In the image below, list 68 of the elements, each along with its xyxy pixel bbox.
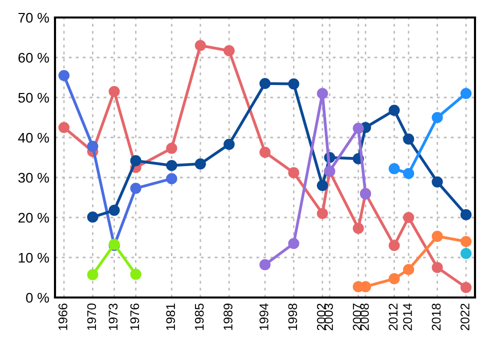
point [130, 268, 142, 280]
x-tick-label: 1981 [166, 304, 176, 330]
point [432, 176, 443, 188]
point [316, 180, 328, 192]
point [288, 238, 300, 250]
x-tick-label: 2014 [403, 303, 412, 330]
x-tick-label: 1989 [224, 304, 232, 330]
point [460, 282, 472, 294]
point [288, 167, 300, 178]
point [460, 88, 472, 100]
point [166, 160, 178, 172]
point [352, 222, 364, 234]
point [130, 155, 142, 166]
point [259, 146, 271, 158]
point [58, 70, 70, 82]
point [224, 45, 235, 56]
point [432, 230, 443, 242]
point [87, 269, 98, 280]
y-tick-label: 20 % [18, 212, 49, 223]
y-tick-label: 50 % [18, 92, 49, 103]
point [58, 122, 70, 134]
point [403, 168, 414, 180]
x-tick-label: 1973 [108, 304, 118, 330]
x-tick-label: 1970 [87, 304, 96, 330]
y-tick-label: 0 % [26, 292, 49, 303]
point [432, 262, 443, 274]
point [403, 264, 414, 276]
x-tick-label: 2007 [352, 304, 362, 330]
point [87, 212, 98, 223]
point [194, 158, 206, 170]
point [108, 204, 120, 216]
x-tick-label: 1976 [130, 304, 140, 330]
point [316, 88, 328, 100]
point [388, 104, 400, 116]
x-tick-label: 2012 [388, 304, 398, 330]
point [108, 86, 120, 98]
point [194, 40, 206, 52]
x-tick-label: 1966 [58, 304, 68, 330]
point [388, 273, 400, 284]
point [259, 259, 271, 270]
point [259, 78, 271, 90]
point [432, 112, 443, 124]
point [403, 212, 414, 224]
point [403, 134, 414, 145]
x-tick-label: 1985 [194, 304, 204, 330]
x-tick-label: 2008 [360, 304, 369, 330]
y-tick-label: 30 % [18, 172, 49, 183]
y-tick-label: 10 % [18, 252, 49, 263]
point [388, 240, 400, 252]
point [224, 138, 235, 150]
point [316, 208, 328, 220]
x-tick-label: 2022 [460, 304, 470, 330]
point [166, 142, 178, 154]
y-tick-label: 70 % [18, 12, 49, 23]
point [352, 122, 364, 134]
point [87, 140, 98, 152]
x-tick-label: 2018 [432, 304, 441, 330]
x-tick-label: 1998 [288, 304, 298, 330]
y-tick-label: 60 % [18, 52, 49, 63]
point [388, 163, 400, 174]
point [130, 182, 142, 194]
point [288, 78, 300, 90]
point [460, 248, 472, 260]
point [166, 173, 178, 184]
x-tick-label: 1994 [260, 303, 268, 330]
y-tick-label: 40 % [18, 132, 49, 143]
point [460, 236, 472, 248]
point [460, 209, 472, 220]
